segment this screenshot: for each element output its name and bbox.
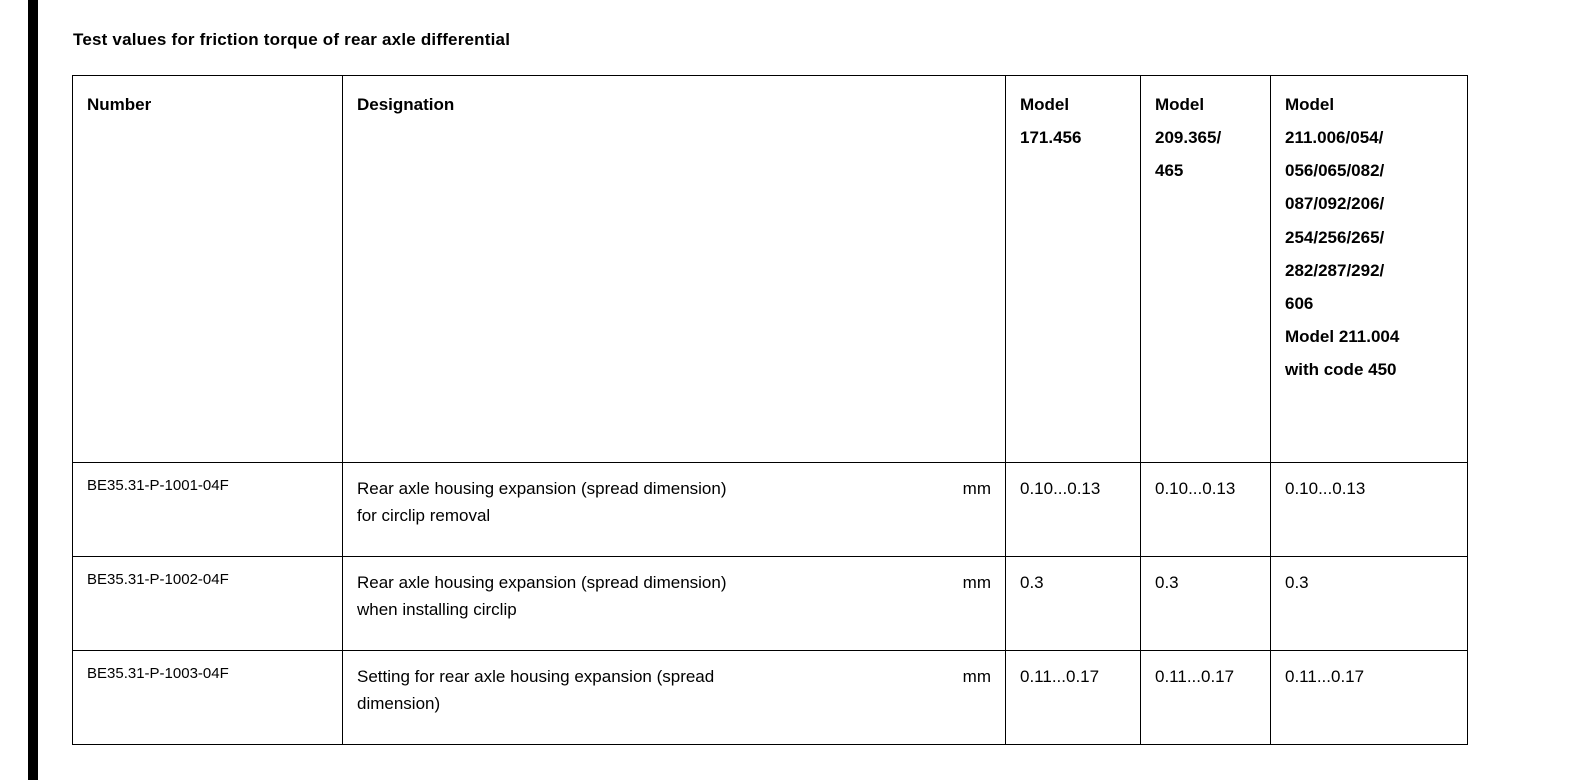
row-number: BE35.31-P-1002-04F [72,556,343,651]
designation-wrap: Rear axle housing expansion (spread dime… [357,475,991,529]
header-number: Number [72,75,343,463]
header-designation: Designation [342,75,1006,463]
test-values-table: Number Designation Model 171.456 Model 2… [72,75,1468,745]
table-row: BE35.31-P-1001-04F Rear axle housing exp… [72,462,1468,557]
value-model-209: 0.3 [1140,556,1271,651]
row-number: BE35.31-P-1001-04F [72,462,343,557]
value-model-171: 0.11...0.17 [1005,650,1141,745]
designation-text: Rear axle housing expansion (spread dime… [357,573,727,620]
unit-label: mm [962,667,991,686]
designation-wrap: Rear axle housing expansion (spread dime… [357,569,991,623]
value-model-209: 0.10...0.13 [1140,462,1271,557]
table-row: BE35.31-P-1002-04F Rear axle housing exp… [72,556,1468,651]
value-model-211: 0.11...0.17 [1270,650,1468,745]
table-row: BE35.31-P-1003-04F Setting for rear axle… [72,650,1468,745]
page-title: Test values for friction torque of rear … [73,30,511,49]
row-designation: Setting for rear axle housing expansion … [342,650,1006,745]
table-header-row: Number Designation Model 171.456 Model 2… [72,75,1468,463]
row-number: BE35.31-P-1003-04F [72,650,343,745]
value-model-209: 0.11...0.17 [1140,650,1271,745]
unit-label: mm [962,573,991,592]
value-model-211: 0.10...0.13 [1270,462,1468,557]
value-model-211: 0.3 [1270,556,1468,651]
designation-text: Rear axle housing expansion (spread dime… [357,479,727,526]
header-model-171: Model 171.456 [1005,75,1141,463]
page-edge-bar [28,0,38,780]
header-model-211: Model 211.006/054/ 056/065/082/ 087/092/… [1270,75,1468,463]
row-designation: Rear axle housing expansion (spread dime… [342,556,1006,651]
designation-text: Setting for rear axle housing expansion … [357,667,715,714]
value-model-171: 0.10...0.13 [1005,462,1141,557]
unit-label: mm [962,479,991,498]
row-designation: Rear axle housing expansion (spread dime… [342,462,1006,557]
header-model-209: Model 209.365/ 465 [1140,75,1271,463]
value-model-171: 0.3 [1005,556,1141,651]
designation-wrap: Setting for rear axle housing expansion … [357,663,991,717]
